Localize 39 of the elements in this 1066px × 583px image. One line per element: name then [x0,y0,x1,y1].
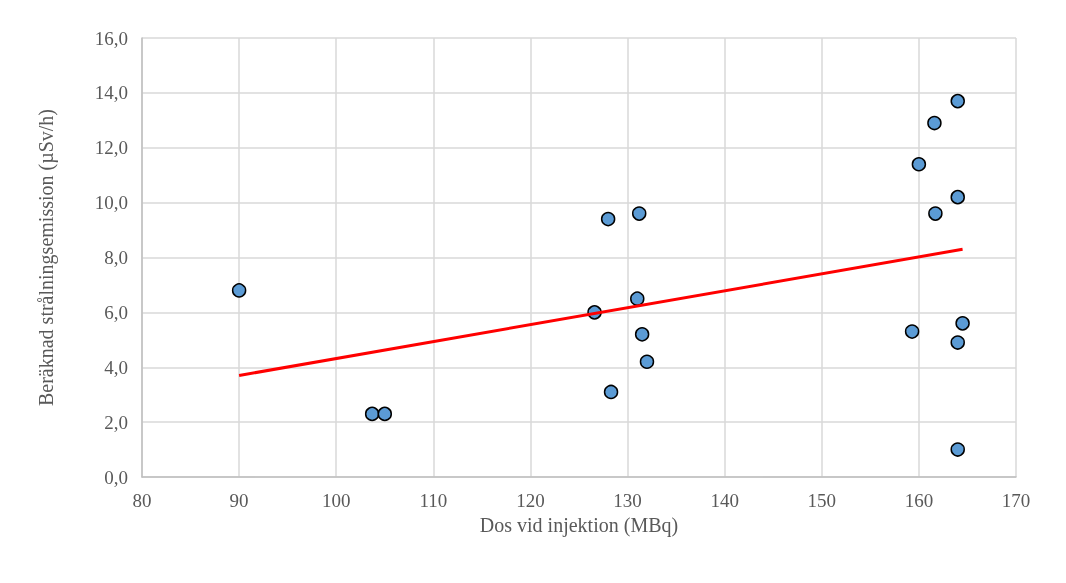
point [231,283,247,298]
point [950,93,965,109]
point [950,189,965,205]
point [377,406,393,422]
y-tick-label: 2,0 [104,411,128,433]
y-tick-label: 0,0 [104,466,128,488]
point [911,156,927,172]
x-axis-title: Dos vid injektion (MBq) [479,513,679,537]
point [603,384,619,400]
point [955,316,970,331]
y-tick-label: 12,0 [94,137,128,159]
x-tick-label: 80 [132,490,152,511]
point [639,354,655,370]
x-tick-label: 90 [229,490,249,511]
x-tick-label: 130 [613,490,642,511]
point [634,327,650,342]
y-tick-label: 6,0 [104,301,128,323]
y-tick-label: 4,0 [104,356,128,378]
point [600,211,616,227]
point [950,442,965,457]
x-tick-label: 100 [321,490,351,511]
y-tick-label: 14,0 [94,82,128,104]
point [364,406,380,422]
y-tick-label: 16,0 [94,27,128,49]
point [928,206,943,221]
y-tick-label: 10,0 [94,192,128,214]
point [927,115,942,131]
point [904,324,920,339]
x-tick-label: 150 [807,490,837,511]
x-tick-label: 110 [419,490,448,511]
y-axis-title: Beräknad strålningsemission (µSv/h) [35,108,58,407]
x-tick-label: 140 [710,490,739,511]
x-tick-label: 170 [1001,490,1031,511]
x-tick-label: 120 [516,490,545,511]
x-tick-label: 160 [904,490,934,511]
point [631,206,647,221]
point [630,291,645,306]
point [950,335,965,350]
y-tick-label: 8,0 [104,247,128,268]
